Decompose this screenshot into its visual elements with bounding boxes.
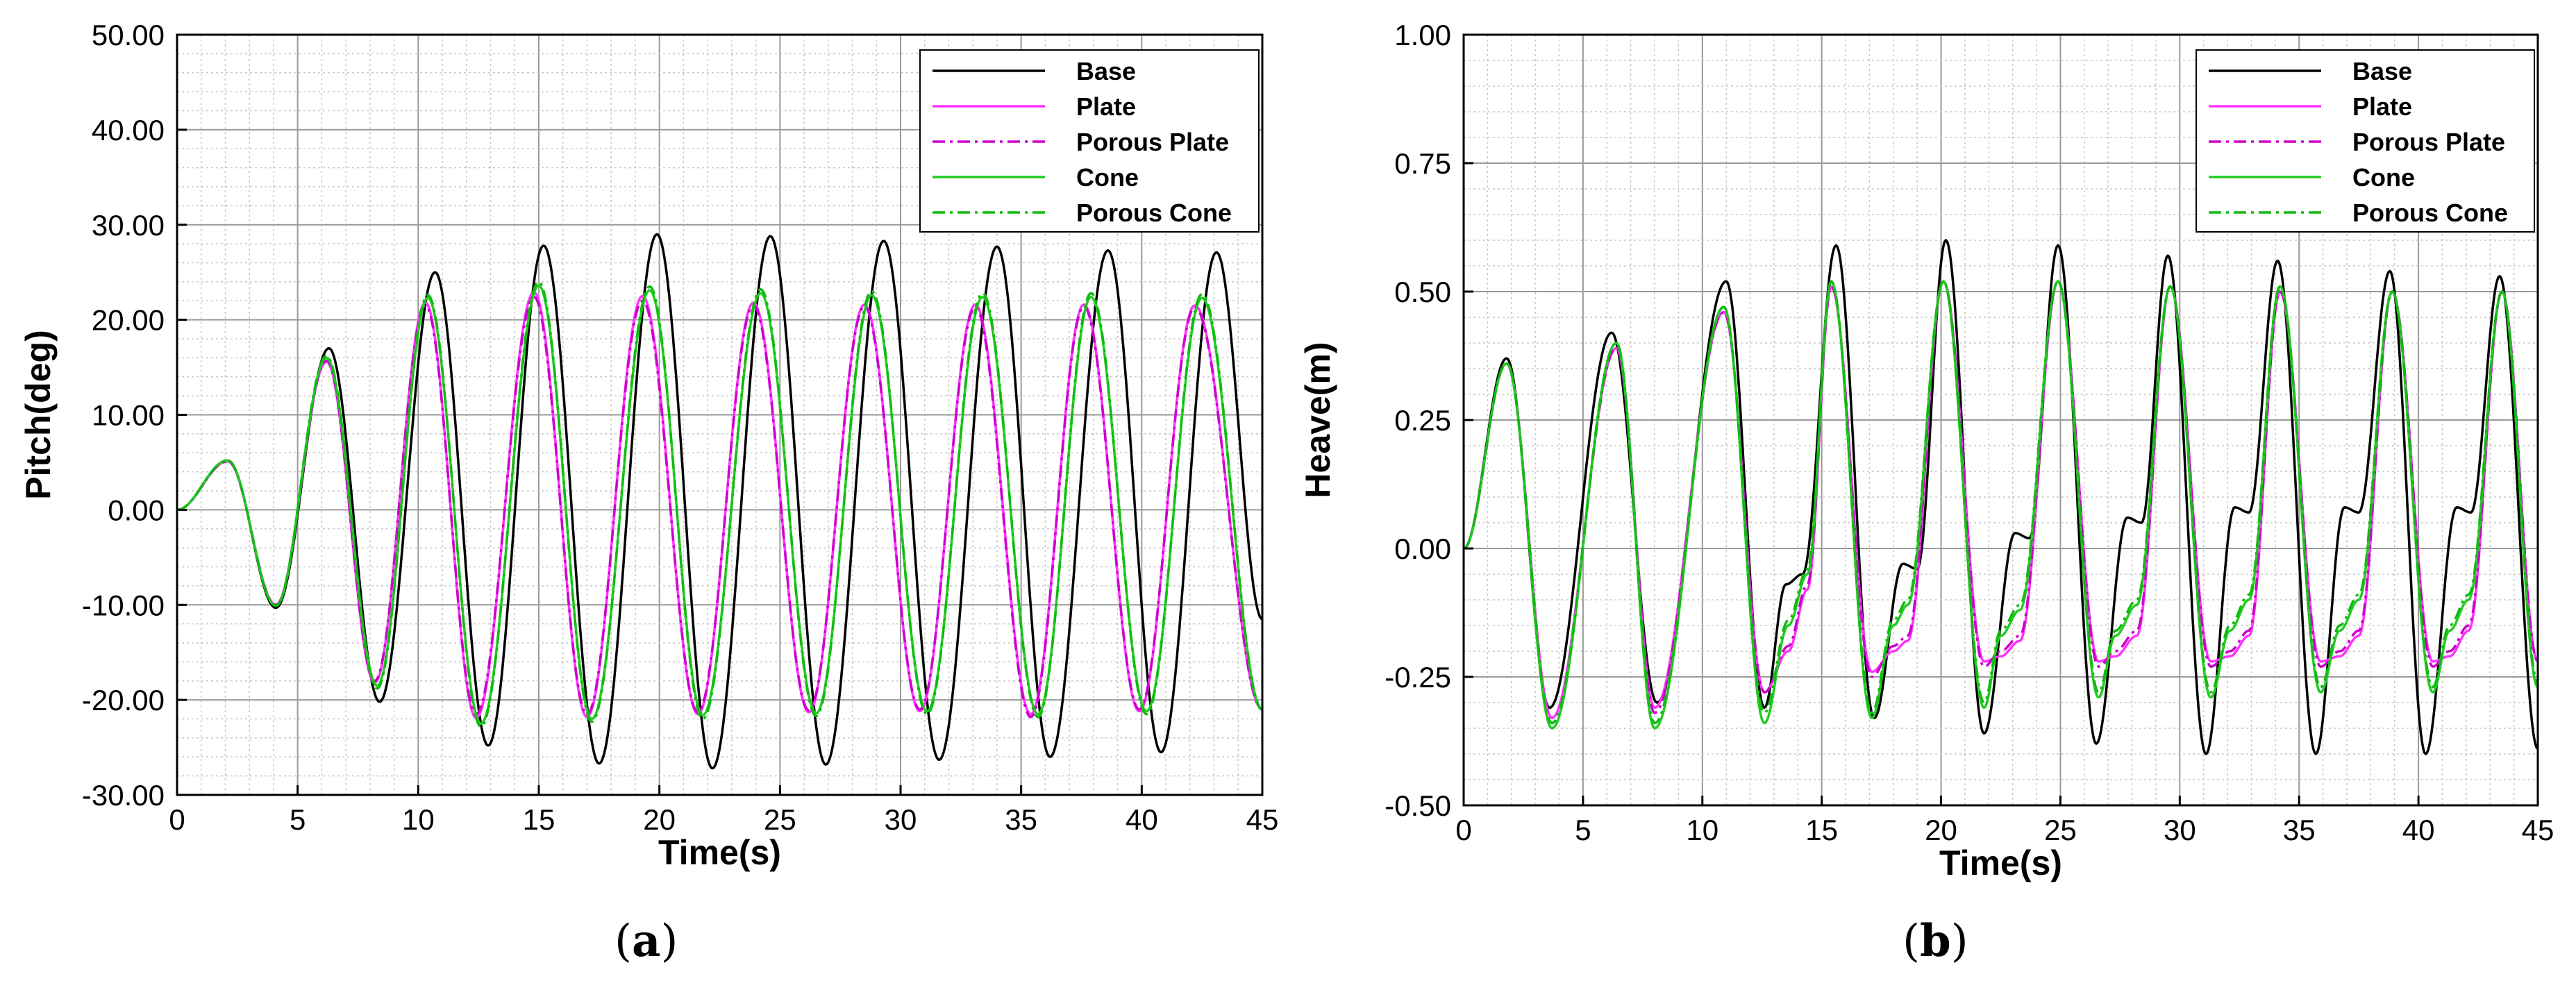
y-tick-label: -20.00 bbox=[82, 684, 165, 716]
x-tick-label: 40 bbox=[1126, 803, 1158, 836]
y-tick-label: 0.50 bbox=[1394, 276, 1451, 308]
x-tick-label: 10 bbox=[1686, 814, 1718, 846]
x-tick-label: 25 bbox=[2044, 814, 2077, 846]
y-tick-label: 40.00 bbox=[92, 114, 165, 146]
legend-a: Base Plate Porous Plate Cone Porous Cone bbox=[919, 49, 1260, 233]
series-line-porous-plate bbox=[176, 296, 1263, 719]
y-tick-label: 0.00 bbox=[1394, 532, 1451, 565]
y-tick-label: 30.00 bbox=[92, 209, 165, 242]
series-line-plate bbox=[176, 291, 1263, 719]
series-line-porous-cone bbox=[176, 280, 1263, 728]
x-tick-label: 45 bbox=[2522, 814, 2554, 846]
legend-label: Cone bbox=[1076, 163, 1139, 192]
y-tick-label: -10.00 bbox=[82, 589, 165, 621]
y-tick-label: 20.00 bbox=[92, 304, 165, 337]
x-tick-label: 15 bbox=[1805, 814, 1838, 846]
x-tick-label: 0 bbox=[169, 803, 185, 836]
series-line-base bbox=[176, 233, 1263, 770]
y-tick-label: 1.00 bbox=[1394, 19, 1451, 51]
x-tick-label: 20 bbox=[643, 803, 676, 836]
legend-label: Base bbox=[1076, 57, 1136, 85]
x-tick-label: 5 bbox=[1575, 814, 1591, 846]
y-tick-label: 0.75 bbox=[1394, 147, 1451, 180]
panel-label-a: (a) bbox=[614, 915, 678, 967]
x-axis-label: Time(s) bbox=[1939, 844, 2062, 882]
y-tick-label: -0.25 bbox=[1385, 661, 1451, 694]
x-tick-label: 35 bbox=[2283, 814, 2316, 846]
x-tick-label: 40 bbox=[2402, 814, 2435, 846]
x-axis-label: Time(s) bbox=[658, 833, 781, 872]
y-axis-b: -0.50 -0.25 0.00 0.25 0.50 0.75 1.00 bbox=[1385, 19, 1473, 822]
x-tick-label: 20 bbox=[1925, 814, 1957, 846]
legend-label: Porous Plate bbox=[1076, 128, 1229, 156]
legend-label: Porous Cone bbox=[2352, 199, 2508, 227]
chart-panel-a: 0 5 10 15 20 25 30 35 40 45 Time(s) -30.00 -20.00 -10… bbox=[19, 19, 1278, 872]
legend-b: Base Plate Porous Plate Cone Porous Cone bbox=[2196, 49, 2535, 233]
x-tick-label: 10 bbox=[402, 803, 435, 836]
y-tick-label: 50.00 bbox=[92, 19, 165, 51]
legend-label: Plate bbox=[1076, 92, 1136, 121]
x-axis-b: 0 5 10 15 20 25 30 35 40 45 bbox=[1455, 796, 2554, 846]
panel-label-b: (b) bbox=[1902, 915, 1968, 967]
x-tick-label: 0 bbox=[1455, 814, 1471, 846]
series-group-a bbox=[176, 233, 1263, 770]
series-line-cone bbox=[176, 284, 1263, 725]
y-tick-label: 0.00 bbox=[108, 494, 165, 526]
x-tick-label: 15 bbox=[523, 803, 555, 836]
panel-label-b-letter: b bbox=[1919, 915, 1951, 967]
x-tick-label: 30 bbox=[885, 803, 917, 836]
y-axis-label: Pitch(deg) bbox=[19, 330, 58, 499]
y-tick-label: -0.50 bbox=[1385, 789, 1451, 822]
series-line-plate bbox=[1463, 280, 2539, 719]
legend-label: Plate bbox=[2352, 92, 2412, 121]
legend-label: Porous Cone bbox=[1076, 199, 1232, 227]
series-line-cone bbox=[1463, 280, 2539, 730]
legend-label: Base bbox=[2352, 57, 2412, 85]
y-tick-label: 0.25 bbox=[1394, 404, 1451, 437]
chart-panel-b: 0 5 10 15 20 25 30 35 40 45 Time(s) -0.50 -0.25 0.00 0… bbox=[1298, 19, 2554, 882]
y-axis-label: Heave(m) bbox=[1298, 342, 1337, 498]
panel-label-a-letter: a bbox=[631, 915, 661, 967]
x-tick-label: 25 bbox=[764, 803, 796, 836]
x-tick-label: 5 bbox=[290, 803, 306, 836]
series-line-porous-cone bbox=[1463, 280, 2539, 725]
x-tick-label: 35 bbox=[1005, 803, 1037, 836]
legend-label: Cone bbox=[2352, 163, 2415, 192]
y-axis-a: -30.00 -20.00 -10.00 0.00 10.00 20.00 30.00 40.… bbox=[82, 19, 187, 812]
x-tick-label: 30 bbox=[2164, 814, 2196, 846]
y-tick-label: 10.00 bbox=[92, 399, 165, 432]
legend-label: Porous Plate bbox=[2352, 128, 2505, 156]
series-group-b bbox=[1463, 239, 2539, 755]
y-tick-label: -30.00 bbox=[82, 779, 165, 812]
x-axis-a: 0 5 10 15 20 25 30 35 40 45 bbox=[169, 785, 1278, 836]
x-tick-label: 45 bbox=[1246, 803, 1279, 836]
